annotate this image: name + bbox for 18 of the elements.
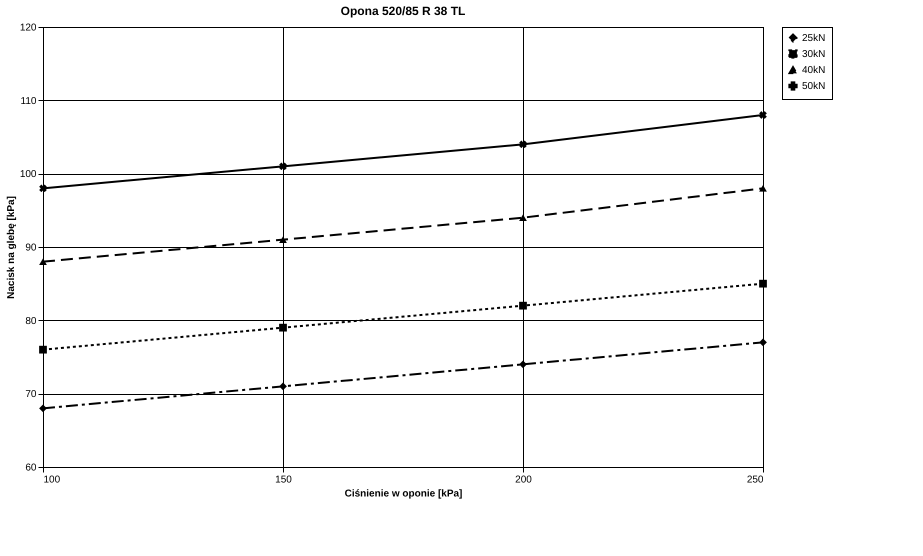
legend-label: 50kN — [802, 81, 826, 92]
chart-title: Opona 520/85 R 38 TL — [340, 4, 466, 18]
x-tick-label: 150 — [275, 474, 292, 486]
legend-label: 40kN — [802, 65, 826, 76]
y-tick-label: 120 — [20, 22, 37, 34]
y-tick-label: 60 — [25, 462, 37, 474]
y-tick-label: 110 — [20, 96, 37, 107]
y-tick-label: 80 — [25, 316, 37, 327]
x-tick-label: 100 — [44, 474, 61, 486]
legend-label: 25kN — [802, 33, 826, 44]
y-tick-label: 100 — [20, 169, 37, 180]
y-tick-label: 90 — [25, 242, 37, 254]
legend-label: 30kN — [802, 49, 826, 60]
x-axis-title: Ciśnienie w oponie [kPa] — [344, 488, 462, 500]
x-tick-label: 200 — [515, 474, 532, 486]
y-tick-label: 70 — [25, 389, 37, 400]
x-tick-label: 250 — [746, 474, 764, 486]
y-axis-title: Nacisk na glebę [kPa] — [6, 196, 17, 299]
